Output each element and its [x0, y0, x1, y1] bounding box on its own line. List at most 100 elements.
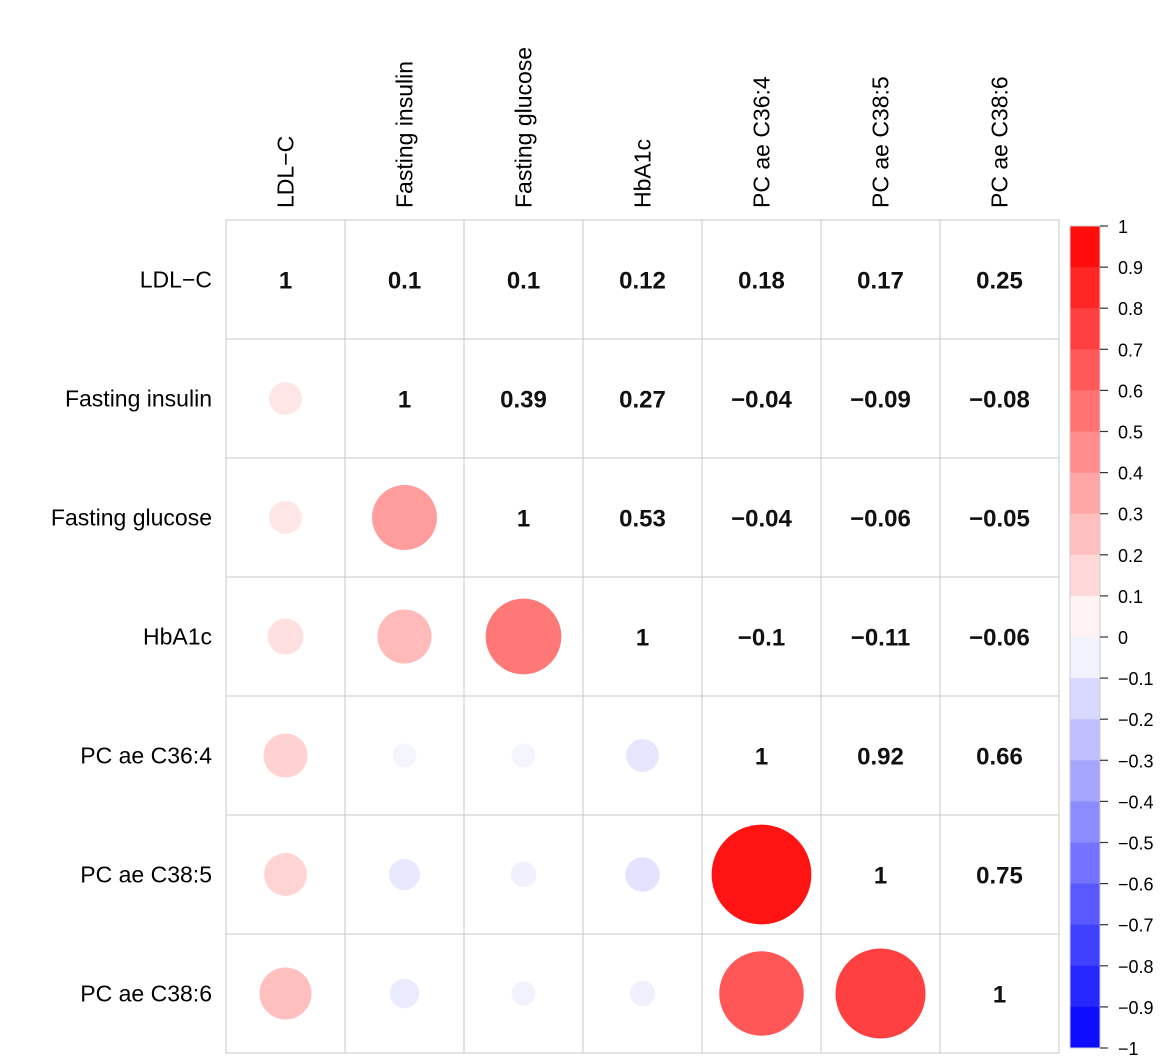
correlation-circle — [269, 382, 302, 415]
colorbar-segment — [1070, 595, 1100, 638]
correlation-value-label: 1 — [279, 268, 292, 295]
colorbar-segment — [1070, 226, 1100, 268]
colorbar-tick-label: 0.1 — [1118, 587, 1143, 607]
column-label: Fasting glucose — [511, 47, 537, 208]
correlation-value-label: −0.04 — [731, 387, 792, 414]
row-label: Fasting insulin — [65, 386, 212, 412]
row-label: LDL−C — [140, 267, 212, 293]
colorbar-tick-label: 0.8 — [1118, 299, 1143, 319]
correlation-value-label: 0.75 — [976, 863, 1023, 890]
correlation-value-label: 0.25 — [976, 268, 1023, 295]
row-label: HbA1c — [143, 624, 212, 650]
colorbar-segment — [1070, 267, 1100, 309]
colorbar-segment — [1070, 554, 1100, 597]
correlation-value-label: −0.05 — [969, 506, 1030, 533]
colorbar-segment — [1070, 472, 1100, 515]
colorbar-segment — [1070, 842, 1100, 885]
correlation-circle — [485, 598, 562, 675]
colorbar-segment — [1070, 678, 1100, 720]
colorbar-tick-label: −1 — [1118, 1039, 1139, 1059]
colorbar-tick-label: 1 — [1118, 217, 1128, 237]
column-label: PC ae C36:4 — [749, 76, 775, 208]
colorbar-segment — [1070, 1006, 1100, 1049]
colorbar-segment — [1070, 513, 1100, 556]
colorbar-segment — [1070, 965, 1100, 1008]
correlation-circle — [269, 501, 302, 534]
column-label: PC ae C38:6 — [987, 76, 1013, 208]
correlation-value-label: 0.53 — [619, 506, 666, 533]
correlation-value-label: −0.08 — [969, 387, 1030, 414]
colorbar-segment — [1070, 431, 1100, 474]
colorbar-segment — [1070, 637, 1100, 679]
colorbar-tick-label: 0.3 — [1118, 505, 1143, 525]
row-label: Fasting glucose — [51, 505, 212, 531]
correlation-circle — [626, 739, 659, 772]
colorbar-tick-label: −0.6 — [1118, 875, 1154, 895]
colorbar-segment — [1070, 883, 1100, 926]
correlation-circle — [392, 743, 417, 768]
column-label: HbA1c — [630, 139, 656, 208]
correlation-value-label: 1 — [874, 863, 887, 890]
correlation-circle — [267, 618, 304, 655]
row-label: PC ae C38:5 — [80, 862, 212, 888]
column-label: LDL−C — [273, 136, 299, 208]
colorbar-tick-label: −0.8 — [1118, 957, 1154, 977]
colorbar-segment — [1070, 308, 1100, 350]
correlation-value-label: 0.39 — [500, 387, 547, 414]
colorbar-tick-label: −0.2 — [1118, 710, 1154, 730]
colorbar-tick-label: −0.5 — [1118, 834, 1154, 854]
correlation-circle — [388, 858, 421, 891]
colorbar-segment — [1070, 801, 1100, 843]
colorbar-tick-label: −0.3 — [1118, 751, 1154, 771]
correlation-circle — [511, 981, 536, 1006]
correlation-value-label: 0.12 — [619, 268, 666, 295]
colorbar-segment — [1070, 760, 1100, 802]
correlation-value-label: 0.1 — [388, 268, 421, 295]
correlation-value-label: 1 — [398, 387, 411, 414]
correlation-circle — [719, 951, 804, 1036]
correlation-circle — [629, 980, 656, 1007]
colorbar-segment — [1070, 349, 1100, 391]
column-label: PC ae C38:5 — [868, 76, 894, 208]
correlation-circle — [389, 978, 420, 1009]
correlation-circle — [263, 733, 308, 778]
row-label: PC ae C36:4 — [80, 743, 212, 769]
correlation-value-label: 0.27 — [619, 387, 666, 414]
correlation-value-label: 1 — [517, 506, 530, 533]
correlation-circle — [377, 609, 432, 664]
correlation-value-label: −0.06 — [969, 625, 1030, 652]
correlation-circle — [625, 857, 660, 892]
colorbar-tick-label: −0.7 — [1118, 916, 1154, 936]
correlation-circle — [264, 853, 307, 896]
colorbar-tick-label: −0.1 — [1118, 669, 1154, 689]
correlation-value-label: 1 — [993, 982, 1006, 1009]
correlation-circle — [372, 485, 437, 550]
correlation-circle — [510, 861, 537, 888]
correlation-value-label: −0.1 — [738, 625, 785, 652]
correlation-value-label: −0.11 — [851, 625, 910, 652]
correlation-value-label: 0.92 — [857, 744, 904, 771]
colorbar-tick-label: 0.6 — [1118, 381, 1143, 401]
colorbar-tick-label: −0.4 — [1118, 792, 1154, 812]
colorbar-tick-label: 0.7 — [1118, 340, 1143, 360]
correlation-value-label: 0.66 — [976, 744, 1023, 771]
colorbar-tick-label: −0.9 — [1118, 998, 1154, 1018]
correlation-value-label: 0.18 — [738, 268, 785, 295]
colorbar-segment — [1070, 390, 1100, 432]
correlation-circle — [711, 824, 812, 925]
correlation-value-label: −0.09 — [850, 387, 911, 414]
colorbar-tick-label: 0.9 — [1118, 258, 1143, 278]
correlation-value-label: 0.17 — [857, 268, 904, 295]
colorbar-tick-label: 0.4 — [1118, 464, 1143, 484]
colorbar-tick-label: 0.2 — [1118, 546, 1143, 566]
correlation-circle — [259, 967, 312, 1020]
grid-frame — [225, 219, 1060, 1054]
correlation-circle — [835, 948, 926, 1039]
correlation-value-label: 1 — [755, 744, 768, 771]
colorbar-tick-label: 0.5 — [1118, 423, 1143, 443]
column-label: Fasting insulin — [392, 61, 418, 208]
correlation-value-label: −0.04 — [731, 506, 792, 533]
correlation-circle — [511, 743, 536, 768]
row-label: PC ae C38:6 — [80, 981, 212, 1007]
